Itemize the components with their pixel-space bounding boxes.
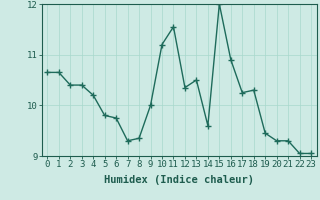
X-axis label: Humidex (Indice chaleur): Humidex (Indice chaleur) — [104, 175, 254, 185]
